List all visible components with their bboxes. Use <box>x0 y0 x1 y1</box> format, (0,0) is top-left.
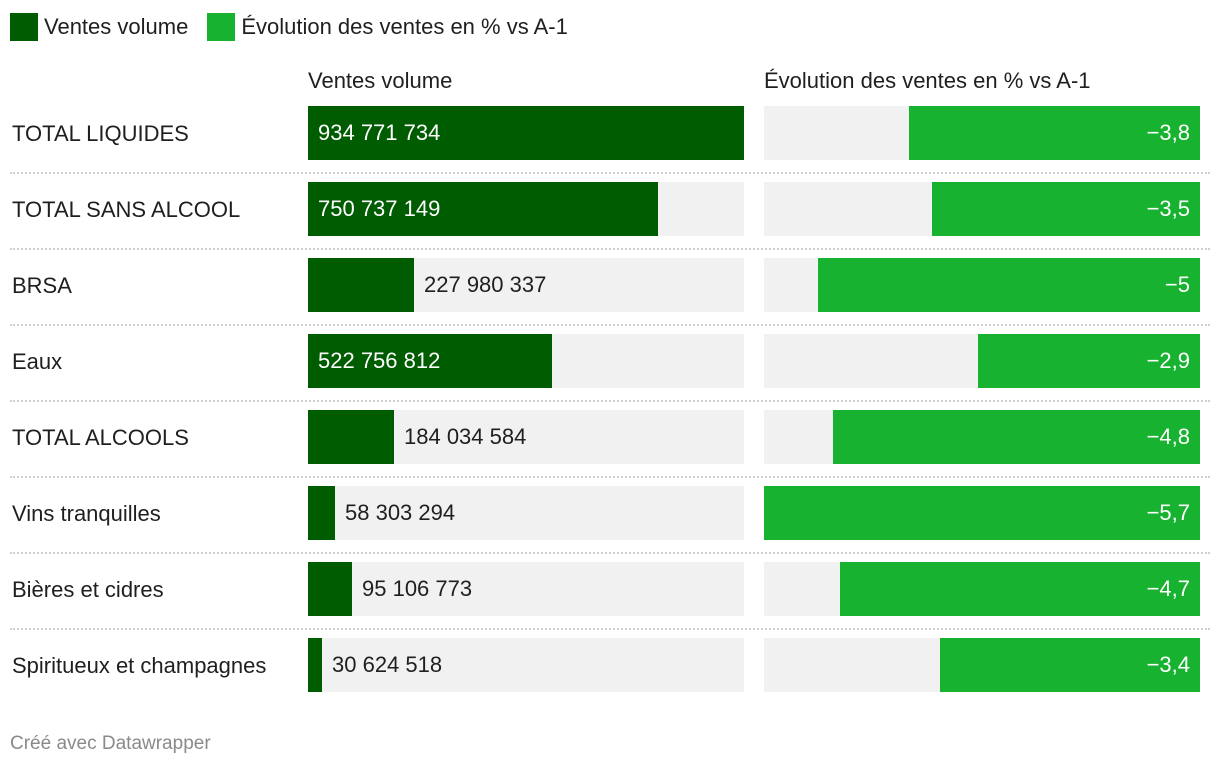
volume-bar-track: 750 737 149 <box>308 182 744 236</box>
table-row: TOTAL ALCOOLS 184 034 584 −4,8 <box>0 410 1220 486</box>
volume-bar-track: 934 771 734 <box>308 106 744 160</box>
volume-value-label: 750 737 149 <box>318 196 441 221</box>
row-divider <box>10 248 1210 250</box>
legend-label-evolution: Évolution des ventes en % vs A-1 <box>241 14 568 39</box>
evolution-value-label: −4,7 <box>1146 576 1190 601</box>
volume-value-label: 30 624 518 <box>332 652 443 677</box>
row-divider <box>10 172 1210 174</box>
table-row: Spiritueux et champagnes 30 624 518 −3,4 <box>0 638 1220 714</box>
volume-value-label: 934 771 734 <box>318 120 441 145</box>
volume-bar-track: 58 303 294 <box>308 486 744 540</box>
table-row: Vins tranquilles 58 303 294 −5,7 <box>0 486 1220 562</box>
evolution-bar <box>940 638 1200 692</box>
volume-bar-track: 522 756 812 <box>308 334 744 388</box>
legend: Ventes volume Évolution des ventes en % … <box>10 11 587 43</box>
table-row: TOTAL LIQUIDES 934 771 734 −3,8 <box>0 106 1220 182</box>
volume-bar <box>308 258 414 312</box>
evolution-bar <box>909 106 1200 160</box>
volume-bar-track: 30 624 518 <box>308 638 744 692</box>
volume-bar-track: 184 034 584 <box>308 410 744 464</box>
volume-bar <box>308 562 352 616</box>
legend-item-evolution: Évolution des ventes en % vs A-1 <box>207 13 568 41</box>
table-row: BRSA 227 980 337 −5 <box>0 258 1220 334</box>
volume-bar-track: 227 980 337 <box>308 258 744 312</box>
evolution-bar-track: −2,9 <box>764 334 1200 388</box>
evolution-bar <box>978 334 1200 388</box>
row-divider <box>10 628 1210 630</box>
table-row: Eaux 522 756 812 −2,9 <box>0 334 1220 410</box>
evolution-bar <box>932 182 1200 236</box>
category-label: BRSA <box>12 273 72 298</box>
category-label: Vins tranquilles <box>12 501 161 526</box>
volume-value-label: 58 303 294 <box>345 500 456 525</box>
volume-bar <box>308 334 552 388</box>
volume-value-label: 227 980 337 <box>424 272 547 297</box>
category-label: Spiritueux et champagnes <box>12 653 267 678</box>
volume-bar <box>308 182 658 236</box>
volume-bar <box>308 410 394 464</box>
volume-bar <box>308 638 322 692</box>
evolution-bar-track: −5,7 <box>764 486 1200 540</box>
row-divider <box>10 476 1210 478</box>
legend-swatch-ventes-volume <box>10 13 38 41</box>
volume-bar <box>308 486 335 540</box>
evolution-bar-track: −5 <box>764 258 1200 312</box>
column-title-evolution: Évolution des ventes en % vs A-1 <box>764 68 1091 93</box>
evolution-bar <box>764 486 1200 540</box>
evolution-bar <box>840 562 1200 616</box>
category-label: TOTAL SANS ALCOOL <box>12 197 241 222</box>
category-label: Bières et cidres <box>12 577 164 602</box>
table-row: Bières et cidres 95 106 773 −4,7 <box>0 562 1220 638</box>
evolution-value-label: −3,4 <box>1146 652 1190 677</box>
volume-value-label: 95 106 773 <box>362 576 473 601</box>
evolution-bar-track: −3,5 <box>764 182 1200 236</box>
category-label: Eaux <box>12 349 63 374</box>
evolution-bar <box>818 258 1200 312</box>
category-label: TOTAL ALCOOLS <box>12 425 189 450</box>
volume-value-label: 184 034 584 <box>404 424 527 449</box>
legend-swatch-evolution <box>207 13 236 41</box>
evolution-value-label: −3,8 <box>1146 120 1190 145</box>
evolution-value-label: −3,5 <box>1146 196 1190 221</box>
volume-bar <box>308 106 744 160</box>
volume-bar-track: 95 106 773 <box>308 562 744 616</box>
category-label: TOTAL LIQUIDES <box>12 121 189 146</box>
evolution-value-label: −2,9 <box>1146 348 1190 373</box>
volume-value-label: 522 756 812 <box>318 348 441 373</box>
evolution-bar-track: −4,8 <box>764 410 1200 464</box>
evolution-bar-track: −4,7 <box>764 562 1200 616</box>
legend-label-ventes-volume: Ventes volume <box>44 14 189 39</box>
footer-credit: Créé avec Datawrapper <box>10 733 211 754</box>
row-divider <box>10 552 1210 554</box>
evolution-bar <box>833 410 1200 464</box>
evolution-value-label: −5,7 <box>1146 500 1190 525</box>
evolution-value-label: −5 <box>1164 272 1190 297</box>
row-divider <box>10 324 1210 326</box>
row-divider <box>10 400 1210 402</box>
evolution-bar-track: −3,4 <box>764 638 1200 692</box>
evolution-bar-track: −3,8 <box>764 106 1200 160</box>
legend-item-ventes-volume: Ventes volume <box>10 13 188 41</box>
evolution-value-label: −4,8 <box>1146 424 1190 449</box>
column-title-volume: Ventes volume <box>308 68 453 93</box>
table-row: TOTAL SANS ALCOOL 750 737 149 −3,5 <box>0 182 1220 258</box>
